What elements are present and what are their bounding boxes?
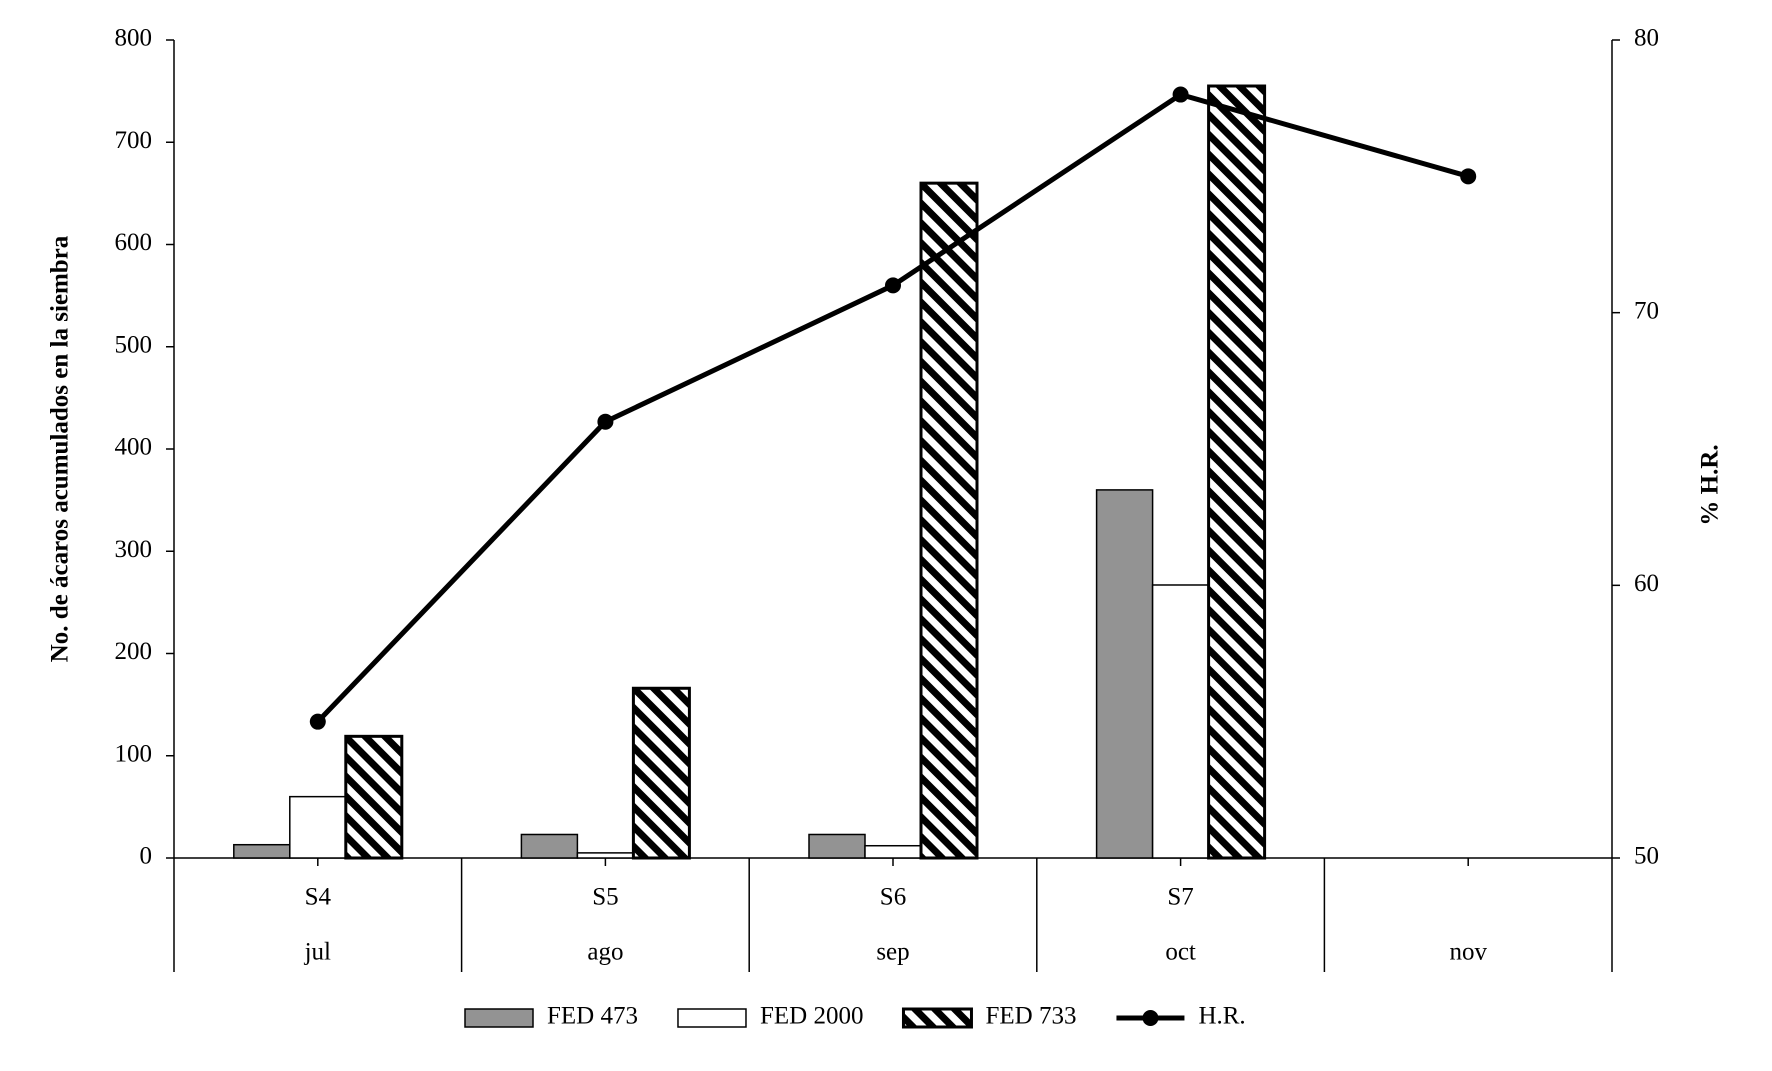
bar [631, 686, 691, 860]
y-tick-label: 200 [115, 638, 153, 665]
y2-tick-label: 70 [1634, 297, 1659, 324]
bar [289, 795, 347, 859]
bar [233, 843, 291, 859]
x-group-label: ago [587, 939, 623, 966]
bar [576, 852, 635, 859]
y2-tick-label: 50 [1634, 843, 1659, 870]
marker [309, 713, 326, 730]
bar [864, 844, 922, 859]
y-tick-label: 100 [115, 740, 153, 767]
legend-swatch [464, 1008, 534, 1028]
y-tick-label: 0 [140, 843, 153, 870]
bar [1095, 489, 1154, 859]
legend-label: FED 473 [547, 1003, 638, 1030]
marker [1172, 86, 1189, 103]
legend-label: H.R. [1198, 1003, 1245, 1030]
y-tick-label: 300 [115, 536, 153, 563]
legend-label: FED 733 [985, 1003, 1076, 1030]
legend-swatch [677, 1008, 747, 1028]
bar [520, 833, 579, 859]
y-tick-label: 500 [115, 331, 153, 358]
y2-axis-title: % H.R. [1697, 444, 1724, 525]
bar [1151, 584, 1210, 859]
x-tick-label: S5 [592, 884, 618, 911]
y2-tick-label: 80 [1634, 25, 1659, 52]
bar [1207, 84, 1267, 860]
bar [808, 833, 866, 859]
legend-swatch [1142, 1010, 1159, 1026]
legend-label: FED 2000 [760, 1003, 863, 1030]
y-tick-label: 800 [115, 25, 153, 52]
x-group-label: oct [1165, 939, 1196, 966]
marker [1460, 168, 1477, 185]
legend-swatch [901, 1007, 973, 1029]
marker [597, 413, 614, 430]
y-tick-label: 600 [115, 229, 153, 256]
y2-tick-label: 60 [1634, 570, 1659, 597]
y-tick-label: 700 [115, 127, 153, 154]
bar [344, 734, 404, 860]
y-tick-label: 400 [115, 434, 153, 461]
x-group-label: nov [1449, 939, 1487, 966]
x-group-label: jul [304, 939, 331, 966]
y-axis-title: No. de ácaros acumulados en la siembra [47, 235, 74, 662]
marker [885, 277, 901, 294]
x-group-label: sep [876, 939, 909, 966]
line [315, 91, 1469, 724]
x-tick-label: S6 [880, 884, 906, 911]
x-tick-label: S4 [305, 884, 332, 911]
x-tick-label: S7 [1167, 884, 1193, 911]
bar [919, 181, 979, 860]
